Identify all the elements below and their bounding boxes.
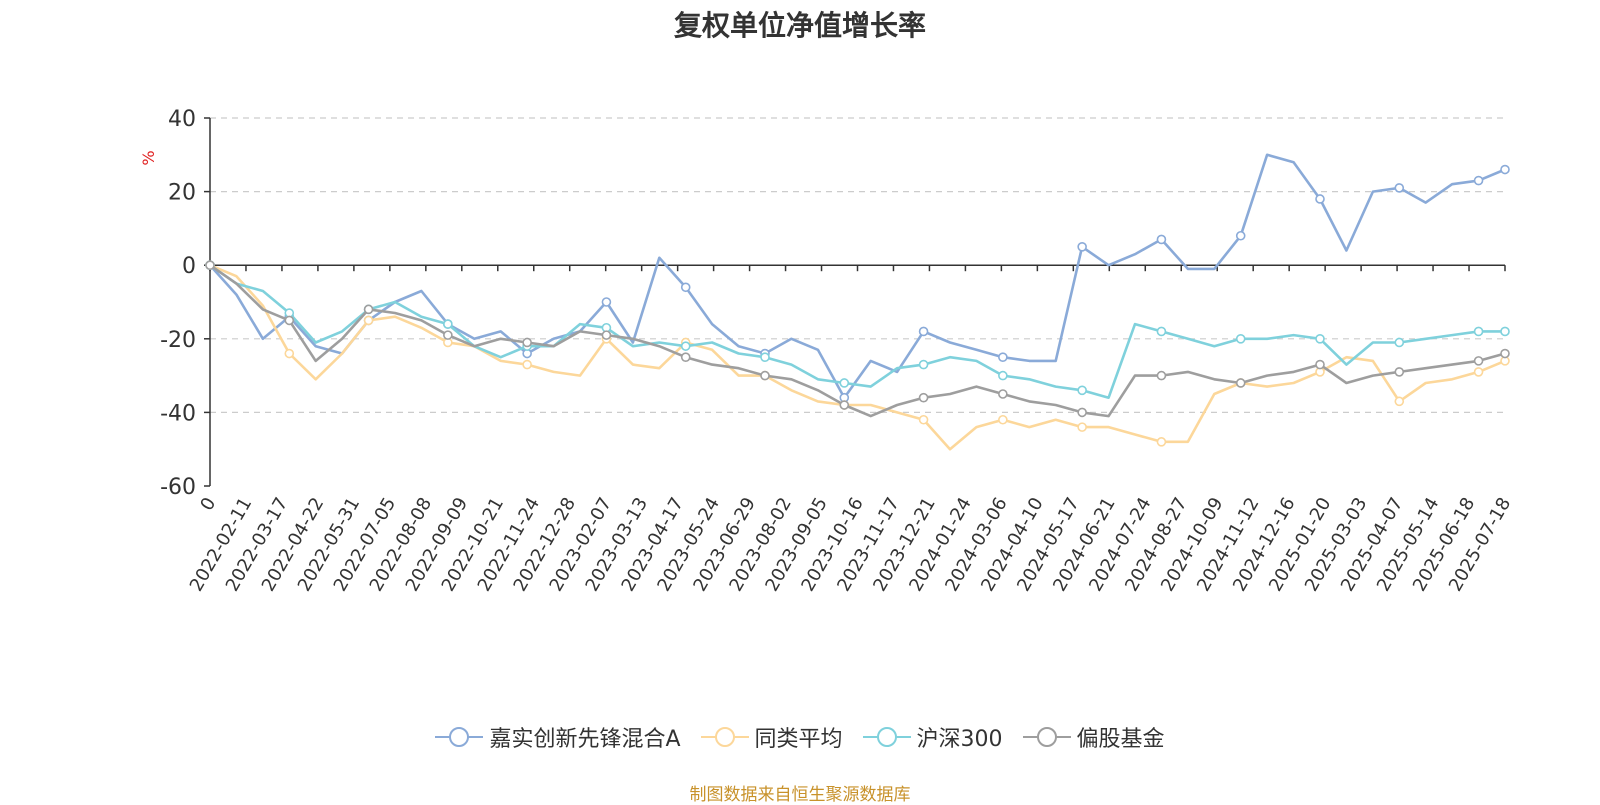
series-line <box>209 264 1506 451</box>
data-point <box>680 341 691 351</box>
data-point <box>1500 348 1510 359</box>
data-point <box>522 337 532 348</box>
data-point <box>680 352 691 363</box>
series-line <box>209 153 1506 400</box>
series-line <box>209 264 1505 400</box>
data-point <box>918 359 929 370</box>
data-point <box>998 389 1008 399</box>
data-point <box>1077 242 1087 252</box>
legend-label: 同类平均 <box>754 727 843 752</box>
data-point <box>1473 356 1484 366</box>
legend-item[interactable]: 同类平均 <box>700 721 843 753</box>
data-point <box>1077 407 1087 418</box>
legend-marker-icon <box>862 727 911 747</box>
data-point <box>760 352 770 363</box>
data-point <box>1473 326 1484 337</box>
y-tick-label: 20 <box>168 181 196 206</box>
legend-label: 偏股基金 <box>1076 727 1165 752</box>
data-point <box>680 282 691 293</box>
data-point <box>1473 367 1484 377</box>
legend-item[interactable]: 嘉实创新先锋混合A <box>435 721 681 753</box>
data-point <box>1500 164 1510 175</box>
data-point <box>1156 234 1167 245</box>
data-point <box>918 326 929 337</box>
legend-item[interactable]: 偏股基金 <box>1022 721 1165 753</box>
data-point <box>1500 326 1510 337</box>
data-point <box>1156 437 1167 447</box>
data-point <box>839 378 850 388</box>
data-point <box>363 315 374 326</box>
data-point <box>1235 378 1246 388</box>
data-point <box>998 352 1008 363</box>
series-line <box>209 264 1506 418</box>
y-tick-label: 40 <box>168 107 196 132</box>
axes <box>204 117 1506 487</box>
data-point <box>1394 396 1405 407</box>
legend-label: 嘉实创新先锋混合A <box>489 727 681 752</box>
data-point <box>1315 359 1325 370</box>
y-tick-label: -20 <box>160 328 196 353</box>
data-point <box>522 359 532 370</box>
x-tick-label: 0 <box>196 494 220 514</box>
data-point <box>1394 367 1405 377</box>
legend: 嘉实创新先锋混合A 同类平均 沪深300 偏股基金 <box>0 722 1600 752</box>
legend-marker-icon <box>700 727 749 747</box>
data-point <box>1156 370 1167 381</box>
data-point <box>284 315 295 326</box>
data-point <box>1473 175 1484 186</box>
y-tick-label: -60 <box>160 475 196 500</box>
series-lines <box>205 153 1510 451</box>
data-point <box>918 392 929 403</box>
data-point <box>760 370 770 381</box>
chart-title: 复权单位净值增长率 <box>673 9 926 42</box>
data-point <box>1077 422 1087 432</box>
data-point <box>205 260 215 271</box>
data-point <box>601 297 612 307</box>
legend-item[interactable]: 沪深300 <box>862 721 1003 753</box>
y-tick-label: -40 <box>160 401 196 426</box>
grid-lines <box>210 117 1505 413</box>
data-point <box>363 304 374 315</box>
data-point <box>1235 230 1246 241</box>
data-point <box>918 414 929 425</box>
data-point <box>839 400 850 410</box>
data-point <box>443 319 453 329</box>
data-point <box>601 330 612 340</box>
legend-marker-icon <box>1022 727 1071 747</box>
data-point <box>1156 326 1167 337</box>
legend-marker-icon <box>435 727 484 747</box>
data-point <box>1235 333 1246 344</box>
y-tick-label: 0 <box>182 254 196 279</box>
data-point <box>1394 337 1405 348</box>
data-point <box>998 370 1008 381</box>
data-point <box>284 348 295 359</box>
data-point <box>1077 385 1087 396</box>
source-note: 制图数据来自恒生聚源数据库 <box>689 785 911 805</box>
legend-label: 沪深300 <box>916 727 1003 752</box>
data-point <box>998 414 1008 425</box>
y-axis-label: % <box>139 150 158 165</box>
data-point <box>443 330 453 340</box>
data-point <box>1315 194 1325 204</box>
data-point <box>1315 333 1325 344</box>
data-point <box>1394 183 1405 193</box>
